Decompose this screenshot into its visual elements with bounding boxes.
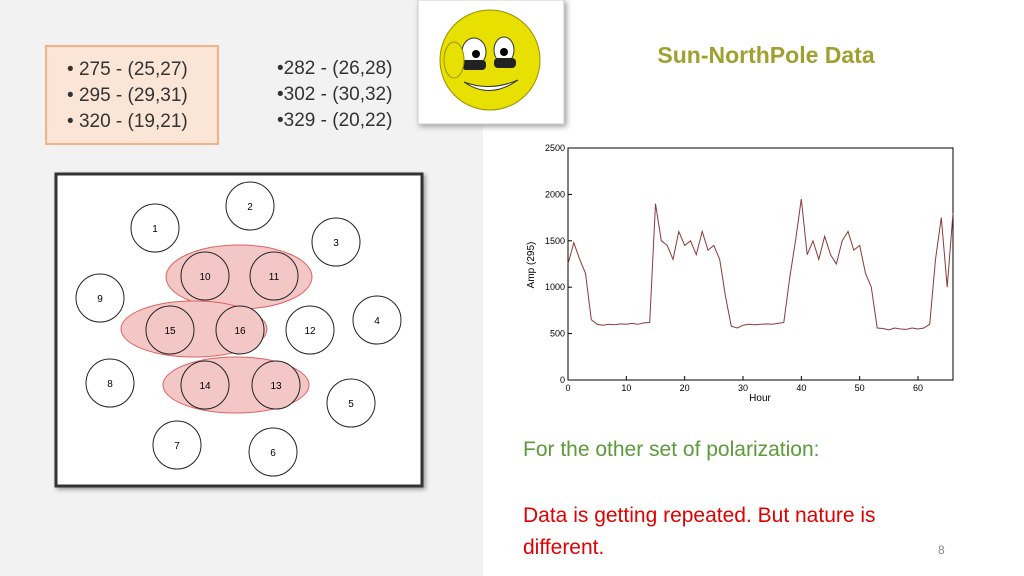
y-axis-label: Amp (295) [526,242,537,289]
node-label: 11 [269,272,280,283]
list-item: 329 - (20,22) [277,108,393,134]
node-label: 12 [304,326,316,337]
node [285,305,335,355]
data-line [567,198,954,331]
node [75,273,125,323]
node-label: 6 [270,448,276,459]
list-item: 302 - (30,32) [277,82,393,108]
node [152,420,202,470]
node-label: 10 [199,272,211,283]
node [249,251,299,301]
node [225,181,275,231]
y-tick-label: 2000 [545,189,565,199]
x-axis-label: Hour [749,393,771,404]
x-tick-label: 60 [913,383,923,393]
node-label: 4 [374,316,380,327]
plot-area [567,147,954,381]
node [251,360,301,410]
node-label: 1 [152,224,158,235]
page-number: 8 [938,543,945,557]
y-tick-label: 2500 [545,143,565,153]
node [311,217,361,267]
emoji-image [417,0,565,125]
y-tick-label: 1500 [545,236,565,246]
x-tick-label: 10 [621,383,631,393]
node [248,427,298,477]
node-label: 5 [348,399,354,410]
node-label: 15 [164,326,176,337]
slide-title: Sun-NorthPole Data [657,42,875,68]
node-label: 2 [247,202,253,213]
x-tick-label: 50 [855,383,865,393]
node-label: 8 [107,379,113,390]
x-tick-label: 30 [738,383,748,393]
node [180,251,230,301]
left-list: 275 - (25,27) 295 - (29,31) 320 - (19,21… [45,45,219,145]
node [85,358,135,408]
node-label: 16 [234,326,246,337]
remark: Data is getting repeated. But nature is … [523,504,876,559]
node [145,305,195,355]
x-tick-label: 20 [680,383,690,393]
node-label: 7 [174,441,180,452]
node-label: 13 [270,381,282,392]
list-item: 282 - (26,28) [277,56,393,82]
node-label: 14 [199,381,211,392]
note: For the other set of polarization: [523,438,820,461]
node [180,360,230,410]
list-item: 295 - (29,31) [67,83,217,109]
node-label: 9 [97,294,103,305]
chart: Amp (295) Hour 0 500 1000 1500 2000 2500 0 10 20… [526,143,954,404]
x-tick-label: 40 [796,383,806,393]
x-tick-label: 0 [565,383,570,393]
node [326,378,376,428]
list-item: 275 - (25,27) [67,57,217,83]
node [215,305,265,355]
y-tick-label: 0 [560,375,565,385]
y-tick-label: 500 [550,329,565,339]
node [130,203,180,253]
right-list: 282 - (26,28) 302 - (30,32) 329 - (20,22… [277,56,393,134]
node-label: 3 [333,238,339,249]
y-tick-label: 1000 [545,282,565,292]
node [352,295,402,345]
list-item: 320 - (19,21) [67,109,217,135]
